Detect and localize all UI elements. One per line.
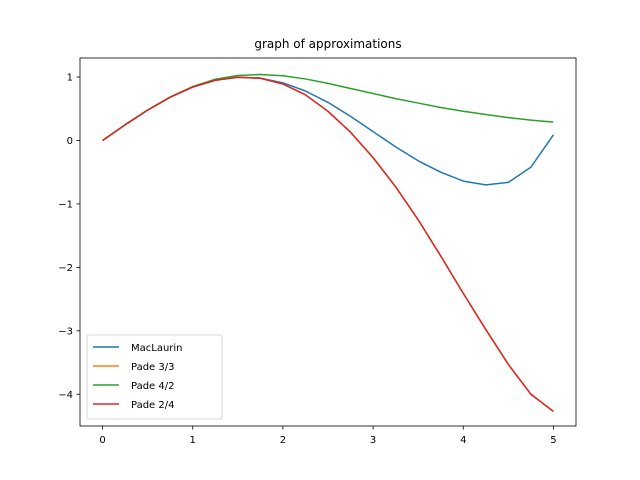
y-tick-label: −4 <box>58 390 73 401</box>
x-tick-label: 2 <box>280 435 286 446</box>
y-axis: −4 −3 −2 −1 0 1 <box>58 73 80 401</box>
x-tick-label: 3 <box>370 435 376 446</box>
x-tick-label: 4 <box>460 435 466 446</box>
y-tick-label: 0 <box>67 136 73 147</box>
series-layer <box>102 73 555 413</box>
legend: MacLaurin Pade 3/3 Pade 4/2 Pade 2/4 <box>86 334 223 420</box>
y-tick-label: −2 <box>58 263 73 274</box>
legend-entry: Pade 2/4 <box>131 400 174 411</box>
y-tick-label: 1 <box>67 73 73 84</box>
chart-title: graph of approximations <box>254 37 401 51</box>
legend-entry: Pade 4/2 <box>131 381 174 392</box>
series-line-pade-2-4 <box>102 76 554 413</box>
x-tick-label: 0 <box>99 435 105 446</box>
legend-entry: Pade 3/3 <box>131 362 174 373</box>
y-tick-label: −3 <box>58 326 73 337</box>
x-tick-label: 1 <box>190 435 196 446</box>
legend-entry: MacLaurin <box>131 343 183 354</box>
legend-box <box>86 334 223 420</box>
x-tick-label: 5 <box>550 435 556 446</box>
y-tick-label: −1 <box>58 199 73 210</box>
axes-frame <box>79 57 577 427</box>
x-axis: 0 1 2 3 4 5 <box>99 426 557 446</box>
